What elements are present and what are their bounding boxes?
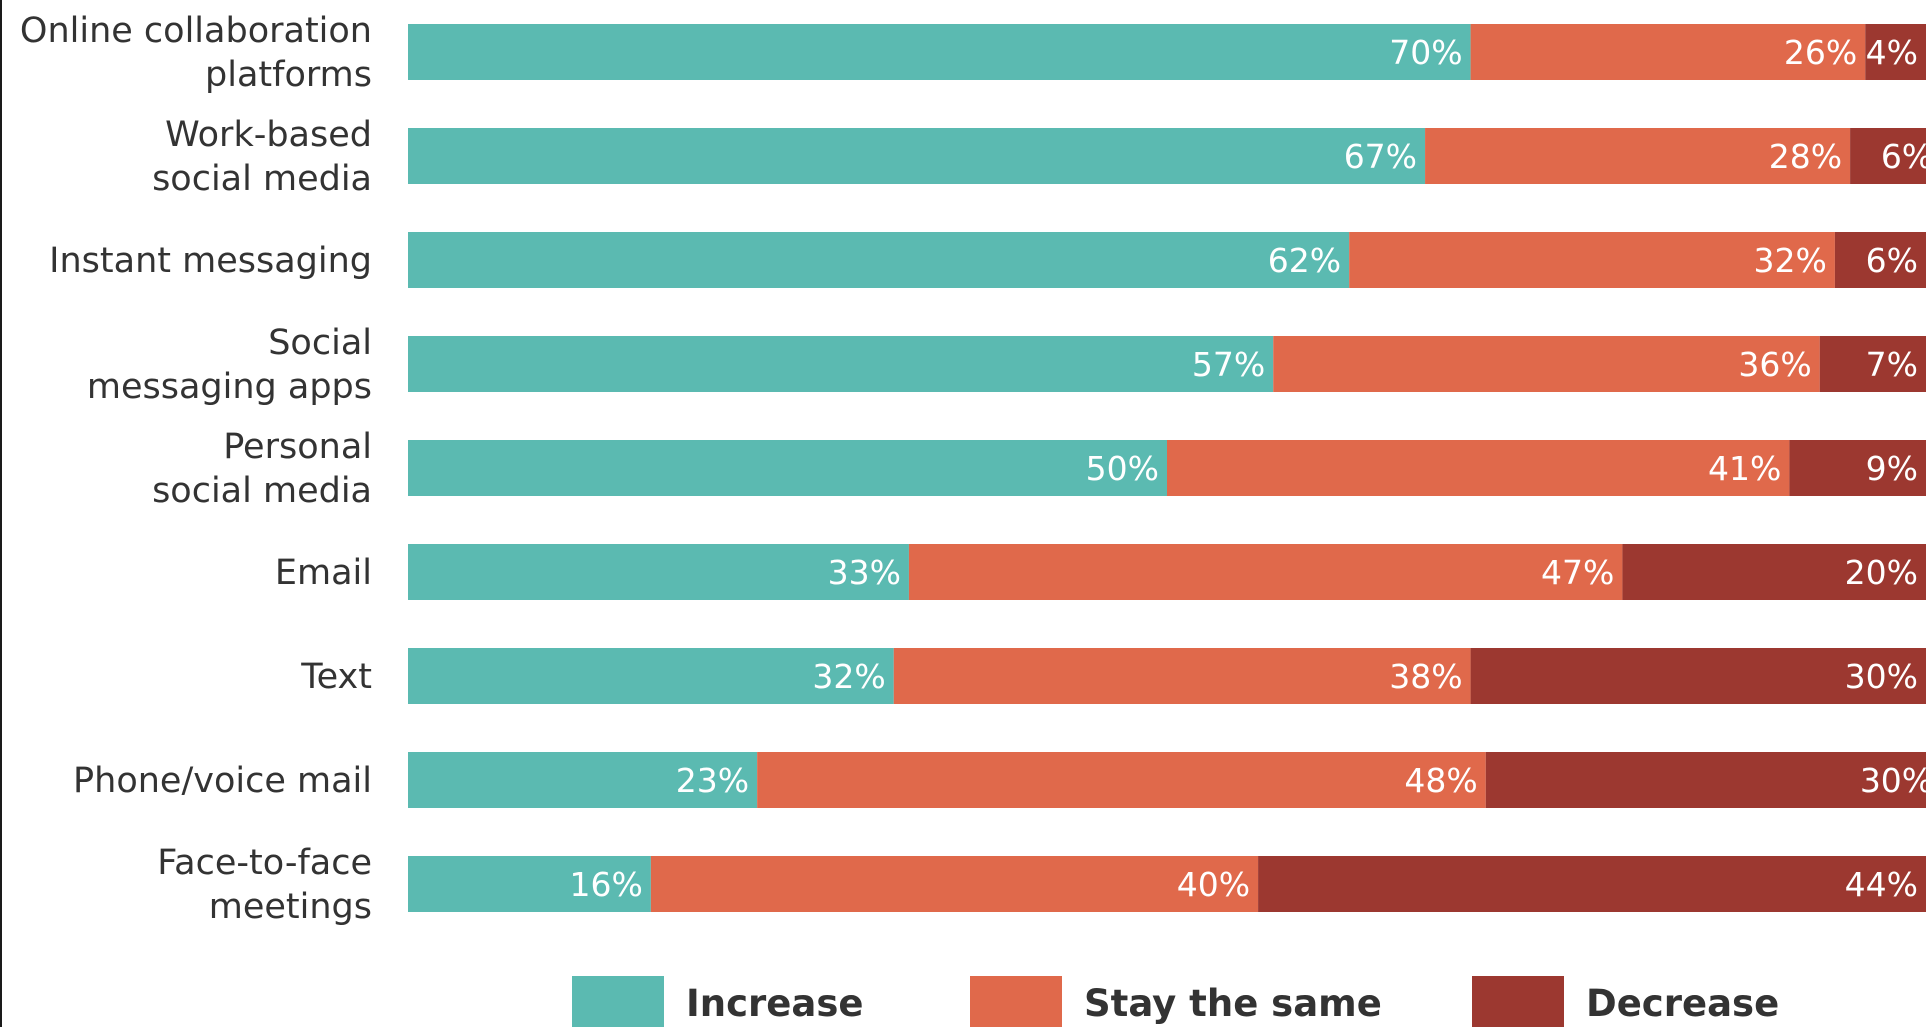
- bar-segment-increase: [408, 440, 1167, 496]
- legend-swatch: [572, 976, 664, 1027]
- bar-segment-decrease: [1470, 648, 1926, 704]
- category-label: Personal: [223, 427, 372, 467]
- bar-value-label: 44%: [1845, 865, 1918, 904]
- bar-value-label: 41%: [1708, 449, 1781, 488]
- bar-value-label: 47%: [1541, 553, 1614, 592]
- bar-segment-stay-the-same: [893, 648, 1471, 704]
- bar-value-label: 7%: [1866, 345, 1918, 384]
- bar-value-label: 62%: [1268, 241, 1341, 280]
- bar-segment-decrease: [1865, 24, 1926, 80]
- bar-value-label: 57%: [1192, 345, 1265, 384]
- bar-value-label: 30%: [1860, 761, 1926, 800]
- bar-value-label: 36%: [1738, 345, 1811, 384]
- bar-segment-increase: [408, 752, 758, 808]
- bar-value-label: 20%: [1845, 553, 1918, 592]
- bar-segment-increase: [408, 128, 1426, 184]
- bar-segment-increase: [408, 856, 651, 912]
- bar-segment-increase: [408, 232, 1350, 288]
- bar-segment-increase: [408, 336, 1274, 392]
- category-label: Face-to-face: [157, 843, 372, 883]
- bar-value-label: 67%: [1344, 137, 1417, 176]
- bar-segment-increase: [408, 24, 1471, 80]
- legend-swatch: [970, 976, 1062, 1027]
- bar-segment-stay-the-same: [1349, 232, 1835, 288]
- bar-segment-stay-the-same: [1167, 440, 1790, 496]
- bar-value-label: 28%: [1769, 137, 1842, 176]
- bar-segment-decrease: [1850, 128, 1926, 184]
- bar-segment-stay-the-same: [1470, 24, 1866, 80]
- category-label: Online collaboration: [20, 11, 372, 51]
- category-label: Phone/voice mail: [73, 761, 372, 801]
- legend-swatch: [1472, 976, 1564, 1027]
- bar-segment-decrease: [1789, 440, 1926, 496]
- bar-value-label: 32%: [1754, 241, 1827, 280]
- bar-segment-decrease: [1834, 232, 1926, 288]
- bar-value-label: 16%: [570, 865, 643, 904]
- bar-value-label: 4%: [1866, 33, 1918, 72]
- legend-label: Decrease: [1586, 982, 1779, 1025]
- category-label: Text: [300, 657, 372, 697]
- bar-value-label: 38%: [1389, 657, 1462, 696]
- category-label: meetings: [209, 887, 372, 927]
- bar-segment-stay-the-same: [908, 544, 1623, 600]
- bar-segment-stay-the-same: [757, 752, 1486, 808]
- category-label: social media: [152, 159, 372, 199]
- bar-value-label: 26%: [1784, 33, 1857, 72]
- bar-value-label: 6%: [1866, 241, 1918, 280]
- bar-value-label: 48%: [1404, 761, 1477, 800]
- bar-value-label: 70%: [1389, 33, 1462, 72]
- bar-value-label: 40%: [1177, 865, 1250, 904]
- bar-segment-decrease: [1622, 544, 1926, 600]
- bar-segment-decrease: [1258, 856, 1926, 912]
- category-label: social media: [152, 471, 372, 511]
- bar-segment-stay-the-same: [650, 856, 1259, 912]
- bar-value-label: 30%: [1845, 657, 1918, 696]
- bar-value-label: 23%: [676, 761, 749, 800]
- left-border-rule: [0, 0, 2, 1027]
- category-label: Work-based: [165, 115, 372, 155]
- category-label: Email: [275, 553, 372, 593]
- bar-segment-stay-the-same: [1273, 336, 1820, 392]
- bar-value-label: 33%: [828, 553, 901, 592]
- bar-segment-decrease: [1819, 336, 1926, 392]
- category-label: Instant messaging: [49, 241, 372, 281]
- bar-value-label: 50%: [1086, 449, 1159, 488]
- bar-value-label: 9%: [1866, 449, 1918, 488]
- bar-value-label: 6%: [1881, 137, 1926, 176]
- category-label: Social: [268, 323, 372, 363]
- bar-value-label: 32%: [812, 657, 885, 696]
- bar-segment-increase: [408, 648, 894, 704]
- bar-segment-increase: [408, 544, 909, 600]
- category-label: messaging apps: [87, 367, 372, 407]
- legend-label: Stay the same: [1084, 982, 1382, 1025]
- bar-segment-stay-the-same: [1425, 128, 1851, 184]
- legend-label: Increase: [686, 982, 863, 1025]
- category-label: platforms: [205, 55, 372, 95]
- bar-segment-decrease: [1485, 752, 1926, 808]
